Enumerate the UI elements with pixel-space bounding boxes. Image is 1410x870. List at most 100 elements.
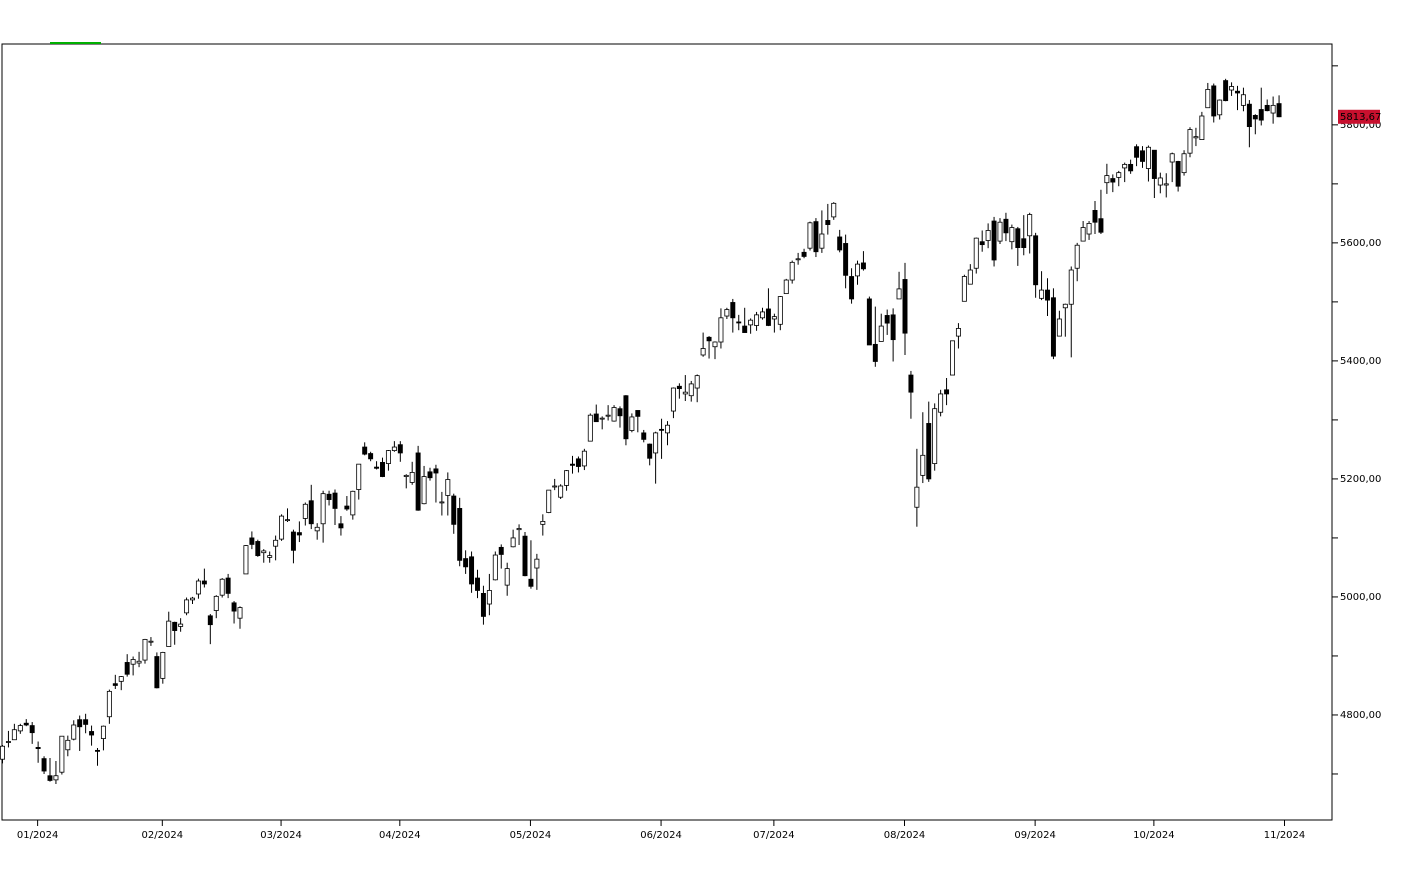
x-tick-label: 07/2024 <box>753 830 795 841</box>
candle-body <box>290 531 296 551</box>
candle-body <box>783 279 789 295</box>
candle-body <box>195 580 201 595</box>
x-tick-label: 08/2024 <box>884 830 926 841</box>
candle-body <box>807 222 813 249</box>
candle-body <box>385 450 391 464</box>
x-tick-label: 04/2024 <box>379 830 421 841</box>
candle-body <box>249 537 255 545</box>
candle-body <box>516 528 522 531</box>
candle-body <box>961 276 967 302</box>
candle-body <box>1134 146 1140 158</box>
candle-body <box>1169 153 1175 163</box>
candle-body <box>457 508 463 561</box>
candle-body <box>53 775 59 781</box>
candle-body <box>504 568 510 586</box>
candle-body <box>979 241 985 246</box>
candle-body <box>932 408 938 464</box>
candle-body <box>267 555 273 558</box>
candle-body <box>71 724 77 740</box>
candle-body <box>320 493 326 525</box>
candle-body <box>902 279 908 334</box>
candle-body <box>855 263 860 277</box>
candle-body <box>160 652 166 679</box>
x-tick-label: 10/2024 <box>1133 830 1175 841</box>
candle-body <box>421 476 427 505</box>
candle-body <box>540 521 546 525</box>
candle-body <box>391 446 397 451</box>
candle-body <box>1104 175 1110 184</box>
x-tick-label: 11/2024 <box>1264 830 1306 841</box>
candle-body <box>1193 136 1199 139</box>
candle-body <box>967 269 973 285</box>
candle-body <box>558 485 564 498</box>
candle-body <box>564 470 570 486</box>
candle-body <box>403 474 409 477</box>
candle-body <box>843 243 849 276</box>
candle-body <box>0 745 5 760</box>
candle-body <box>950 340 955 376</box>
candle-body <box>332 492 338 509</box>
candle-body <box>1033 235 1039 286</box>
candle-body <box>296 532 302 536</box>
candle-body <box>1015 228 1021 248</box>
candle-body <box>510 537 516 548</box>
candle-body <box>362 446 368 455</box>
candle-body <box>273 539 279 547</box>
candle-body <box>872 343 878 362</box>
candle-body <box>469 556 475 585</box>
candle-body <box>1080 227 1086 242</box>
candle-body <box>237 607 243 619</box>
candle-body <box>1003 218 1009 234</box>
candle-body <box>908 374 914 393</box>
candle-body <box>463 558 469 568</box>
candle-body <box>427 471 433 479</box>
x-tick-label: 01/2024 <box>17 830 59 841</box>
candle-body <box>172 621 178 631</box>
candle-body <box>801 251 807 257</box>
candle-body <box>338 523 344 529</box>
candle-body <box>665 424 670 434</box>
candle-body <box>1092 210 1098 223</box>
y-tick-label: 4800,00 <box>1340 710 1381 721</box>
candle-body <box>795 258 801 261</box>
candle-body <box>1050 297 1056 357</box>
candle-body <box>629 416 635 431</box>
last-price-label: 5813,67 <box>1340 112 1381 123</box>
candle-body <box>1181 153 1187 174</box>
candle-body <box>611 407 617 422</box>
candle-body <box>261 550 267 554</box>
candle-body <box>17 725 23 732</box>
candle-body <box>475 577 480 591</box>
candle-body <box>409 472 415 483</box>
candle-body <box>819 233 825 249</box>
candle-body <box>350 490 356 516</box>
candle-body <box>1128 163 1134 172</box>
candle-body <box>593 413 599 423</box>
candle-body <box>742 325 748 333</box>
candle-body <box>581 450 587 467</box>
candle-body <box>694 375 700 389</box>
candle-body <box>47 775 53 781</box>
candle-body <box>724 309 730 317</box>
candle-body <box>730 302 736 319</box>
candle-body <box>760 311 765 319</box>
candle-body <box>130 659 136 665</box>
candle-body <box>314 526 320 532</box>
candle-body <box>433 468 439 474</box>
candle-body <box>1062 303 1068 309</box>
candle-body <box>231 602 237 612</box>
candle-body <box>1246 103 1252 128</box>
y-tick-label: 5400,00 <box>1340 356 1381 367</box>
y-tick-label: 5800,00 <box>1340 120 1381 131</box>
candle-body <box>344 505 350 510</box>
candle-body <box>1157 177 1163 186</box>
candle-body <box>546 489 552 513</box>
candle-body <box>498 546 504 555</box>
candle-body <box>89 731 95 736</box>
candle-body <box>1187 129 1193 154</box>
candle-body <box>789 261 795 281</box>
candle-body <box>439 501 445 504</box>
candle-body <box>1264 104 1270 112</box>
candle-body <box>914 486 920 508</box>
